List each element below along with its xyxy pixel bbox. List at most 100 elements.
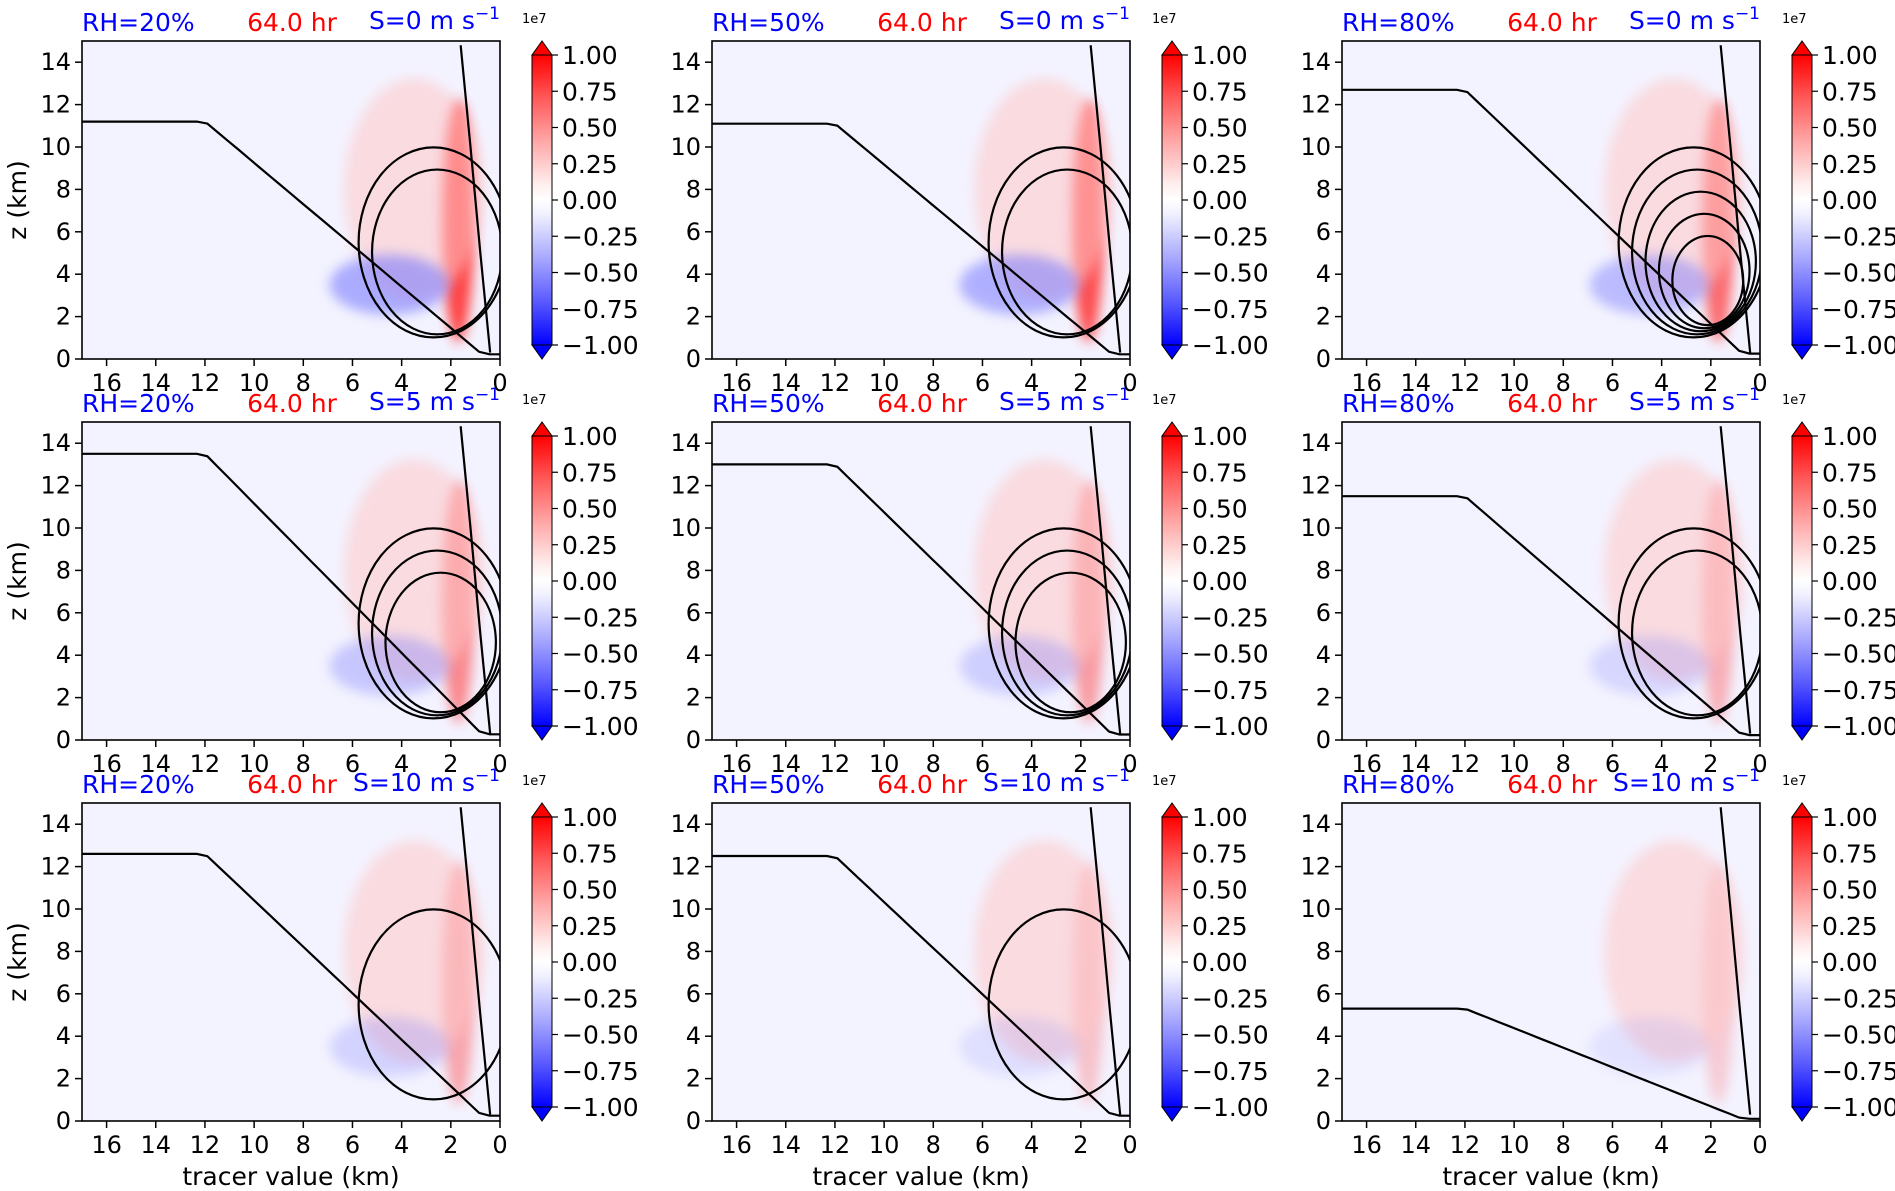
x-tick-label: 0 (1122, 750, 1137, 778)
colorbar-tick-label: −0.50 (562, 1021, 639, 1050)
negative-anomaly (1589, 1016, 1710, 1077)
colorbar-gradient (1161, 435, 1183, 727)
x-tick-label: 0 (492, 369, 507, 397)
y-axis: 0 2 4 6 8 10 12 14 (670, 429, 712, 754)
colorbar-tick-label: −0.75 (1192, 295, 1269, 324)
colorbar-gradient (1791, 54, 1813, 346)
x-tick-label: 6 (1605, 750, 1620, 778)
contour-closed (1014, 571, 1127, 714)
rh-label: RH=50% (712, 770, 825, 799)
y-tick-label: 4 (686, 260, 701, 288)
shear-label: S=0 m s−1 (1629, 4, 1760, 35)
colorbar-tick-label: 0.50 (1822, 876, 1878, 905)
anomaly-field (82, 807, 500, 1117)
x-tick-label: 16 (1351, 1131, 1382, 1159)
colorbar-gradient (1161, 816, 1183, 1108)
contour-closed (1000, 168, 1130, 336)
y-axis: 0 2 4 6 8 10 12 14 (670, 48, 712, 373)
contour-closed (1671, 234, 1745, 327)
x-tick-label: 2 (443, 1131, 458, 1159)
panel-9: 16 14 12 10 8 6 4 2 0 0 2 4 6 8 10 12 14 tracer value (km… (1300, 766, 1895, 1191)
colorbar-max-arrow (1161, 421, 1183, 437)
panel-8: 16 14 12 10 8 6 4 2 0 0 2 4 6 8 10 12 14 tracer value (km… (670, 766, 1268, 1191)
x-axis: 16 14 12 10 8 6 4 2 0 (721, 1121, 1138, 1159)
anomaly-field (82, 45, 500, 356)
shear-label: S=0 m s−1 (999, 4, 1130, 35)
y-tick-label: 8 (686, 175, 701, 203)
x-axis: 16 14 12 10 8 6 4 2 0 (91, 359, 508, 397)
x-tick-label: 8 (296, 369, 311, 397)
colorbar-tick-label: 0.00 (1192, 186, 1248, 215)
colorbar-tick-label: −1.00 (562, 1093, 639, 1122)
negative-anomaly (329, 1016, 450, 1077)
y-tick-label: 0 (1316, 1107, 1331, 1135)
x-tick-label: 2 (1703, 369, 1718, 397)
contour-closed (1630, 168, 1760, 336)
colorbar-tick-label: −0.25 (562, 984, 639, 1013)
colorbar: 1e7 1.00 0.75 0.50 0.25 0.00 −0.25 −0.50 −0.75 −1… (522, 774, 639, 1122)
y-tick-label: 0 (1316, 726, 1331, 754)
contour-lines (1342, 45, 1760, 355)
x-axis: 16 14 12 10 8 6 4 2 0 (91, 740, 508, 778)
colorbar-tick-label: 1.00 (562, 803, 618, 832)
colorbar-tick-label: 0.50 (1822, 114, 1878, 143)
x-tick-label: 0 (1752, 1131, 1767, 1159)
x-axis: 16 14 12 10 8 6 4 2 0 (1351, 359, 1768, 397)
colorbar-tick-label: 0.00 (562, 948, 618, 977)
colorbar-tick-label: −0.75 (562, 1057, 639, 1086)
y-tick-label: 4 (686, 1022, 701, 1050)
contour-lines (712, 807, 1130, 1117)
x-tick-label: 8 (926, 369, 941, 397)
colorbar-tick-label: 0.75 (1822, 458, 1878, 487)
positive-anomaly-broad (343, 78, 484, 301)
y-tick-label: 10 (670, 895, 701, 923)
colorbar-tick-label: 0.50 (1192, 495, 1248, 524)
x-axis-label: tracer value (km) (812, 1162, 1029, 1191)
x-tick-label: 12 (1450, 369, 1481, 397)
colorbar: 1e7 1.00 0.75 0.50 0.25 0.00 −0.25 −0.50 −0.75 −1… (1782, 774, 1895, 1122)
colorbar-tick-label: −1.00 (1192, 1093, 1269, 1122)
x-tick-label: 14 (140, 1131, 171, 1159)
y-tick-label: 2 (1316, 684, 1331, 712)
y-axis-label: z (km) (3, 541, 32, 620)
x-tick-label: 14 (770, 750, 801, 778)
contour-lines (82, 807, 500, 1117)
rh-label: RH=20% (82, 8, 195, 37)
colorbar-tick-label: 0.25 (562, 531, 618, 560)
colorbar-gradient (531, 54, 553, 346)
x-tick-label: 16 (1351, 369, 1382, 397)
shear-exponent: −1 (1735, 766, 1760, 786)
colorbar-tick-label: 0.00 (1822, 948, 1878, 977)
colorbar-gradient (1791, 435, 1813, 727)
colorbar-tick-label: −0.75 (1822, 295, 1895, 324)
colorbar-min-arrow (1161, 344, 1183, 360)
x-tick-label: 14 (140, 750, 171, 778)
colorbar-tick-label: 0.50 (562, 495, 618, 524)
colorbar-gradient (1161, 54, 1183, 346)
colorbar-tick-label: 0.50 (562, 114, 618, 143)
shear-value: S=5 m s (369, 387, 475, 416)
positive-anomaly-broad (1603, 78, 1744, 301)
negative-anomaly (959, 254, 1080, 315)
colorbar-tick-label: −0.50 (1822, 640, 1895, 669)
x-tick-label: 10 (239, 750, 270, 778)
colorbar-tick-label: 0.25 (1822, 150, 1878, 179)
y-tick-label: 4 (1316, 260, 1331, 288)
x-tick-label: 14 (1400, 750, 1431, 778)
shear-label: S=0 m s−1 (369, 4, 500, 35)
axes-frame (1341, 421, 1761, 741)
colorbar-tick-label: 1.00 (1192, 41, 1248, 70)
colorbar-tick-label: −0.75 (562, 295, 639, 324)
time-label: 64.0 hr (247, 389, 337, 418)
time-label: 64.0 hr (1507, 8, 1597, 37)
y-tick-label: 2 (1316, 1065, 1331, 1093)
x-tick-label: 0 (1122, 369, 1137, 397)
colorbar-tick-label: −0.25 (562, 222, 639, 251)
y-tick-label: 4 (56, 641, 71, 669)
x-tick-label: 6 (975, 369, 990, 397)
y-tick-label: 10 (1300, 514, 1331, 542)
colorbar-max-arrow (531, 421, 553, 437)
y-axis: 0 2 4 6 8 10 12 14 (670, 810, 712, 1135)
colorbar-min-arrow (531, 1106, 553, 1122)
colorbar-tick-label: −0.50 (1192, 1021, 1269, 1050)
